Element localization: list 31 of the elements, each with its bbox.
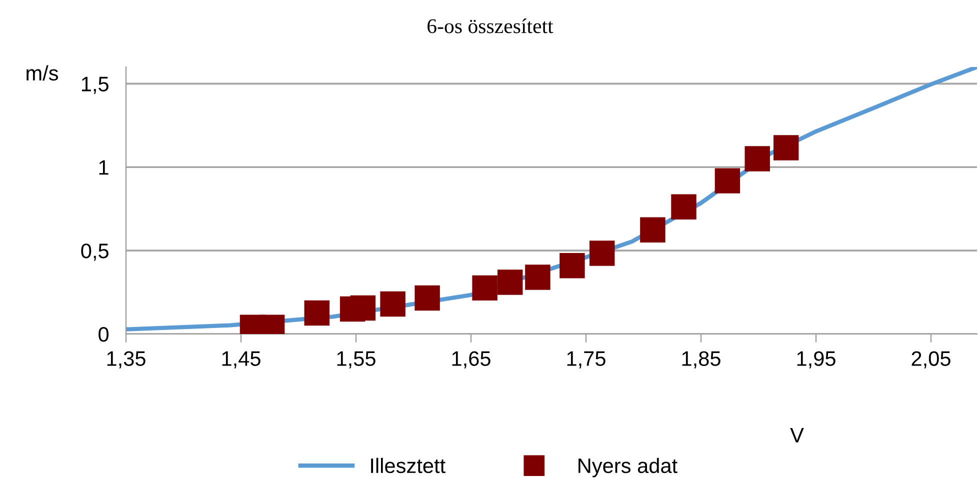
point: [414, 285, 440, 311]
x-tick-label: 1,95: [797, 351, 836, 368]
x-axis-title: V: [790, 428, 804, 442]
legend-label: Nyers adat: [578, 458, 678, 478]
point: [525, 264, 550, 290]
point: [380, 291, 406, 317]
y-axis-title: m/s: [26, 65, 58, 81]
y-tick-label: 1,5: [82, 76, 108, 94]
x-tick-label: 1,75: [567, 351, 606, 368]
chart-title: 6-os összesített: [428, 18, 554, 34]
x-tick-label: 1,85: [682, 351, 720, 368]
point: [497, 270, 523, 295]
x-tick-label: 1,65: [452, 351, 490, 368]
point: [560, 252, 585, 278]
point: [744, 146, 770, 172]
x-tick-label: 2,05: [912, 351, 950, 368]
y-tick-label: 1: [99, 160, 108, 175]
point: [304, 300, 330, 326]
point: [640, 217, 666, 242]
point: [773, 135, 799, 160]
x-tick-label: 1,45: [222, 351, 260, 368]
point: [472, 275, 498, 301]
x-tick-label: 1,35: [107, 351, 146, 368]
point: [671, 194, 696, 220]
point: [589, 240, 615, 266]
point: [350, 295, 376, 321]
legend-label: Illesztett: [371, 458, 446, 474]
y-tick-label: 0: [98, 327, 109, 342]
y-tick-label: 0,5: [81, 244, 108, 261]
x-tick-label: 1,55: [337, 351, 376, 368]
point: [714, 168, 740, 194]
